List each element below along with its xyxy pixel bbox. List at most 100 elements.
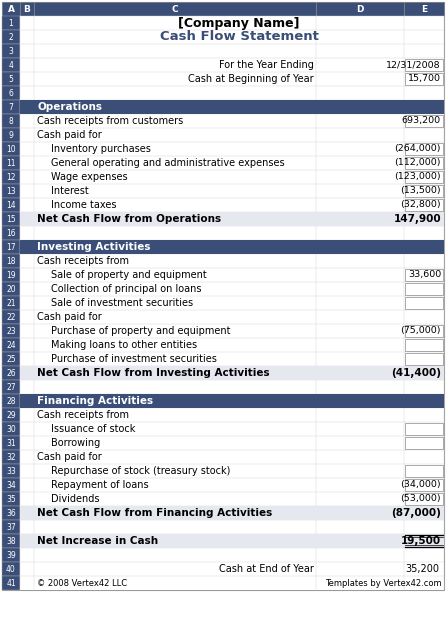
Text: 41: 41 — [6, 578, 16, 587]
Text: 37: 37 — [6, 523, 16, 531]
Bar — [2, 408, 20, 422]
Text: 8: 8 — [8, 116, 13, 125]
Text: Inventory purchases: Inventory purchases — [51, 144, 151, 154]
Bar — [2, 296, 20, 310]
Bar — [34, 2, 316, 16]
Bar — [20, 576, 444, 590]
Bar — [20, 282, 444, 296]
Text: Cash at Beginning of Year: Cash at Beginning of Year — [188, 74, 314, 84]
Bar — [405, 493, 443, 505]
Bar — [20, 338, 444, 352]
Text: (123,000): (123,000) — [394, 173, 441, 182]
Bar — [20, 394, 444, 408]
Text: 31: 31 — [6, 438, 16, 448]
Bar — [20, 128, 444, 142]
Text: Income taxes: Income taxes — [51, 200, 116, 210]
Bar — [2, 562, 20, 576]
Text: 33: 33 — [6, 466, 16, 476]
Text: Dividends: Dividends — [51, 494, 99, 504]
Bar — [20, 324, 444, 338]
Bar — [20, 506, 444, 520]
Bar — [20, 422, 444, 436]
Bar — [2, 534, 20, 548]
Bar — [405, 283, 443, 295]
Bar — [20, 394, 444, 408]
Text: Making loans to other entities: Making loans to other entities — [51, 340, 197, 350]
Bar — [405, 325, 443, 337]
Bar — [2, 72, 20, 86]
Text: Cash Flow Statement: Cash Flow Statement — [160, 31, 318, 43]
Bar — [20, 352, 444, 366]
Text: Investing Activities: Investing Activities — [37, 242, 150, 252]
Bar — [20, 58, 444, 72]
Text: General operating and administrative expenses: General operating and administrative exp… — [51, 158, 285, 168]
Text: Sale of investment securities: Sale of investment securities — [51, 298, 193, 308]
Text: Repurchase of stock (treasury stock): Repurchase of stock (treasury stock) — [51, 466, 231, 476]
Text: 39: 39 — [6, 550, 16, 560]
Text: 14: 14 — [6, 200, 16, 210]
Text: Issuance of stock: Issuance of stock — [51, 424, 136, 434]
Bar — [2, 436, 20, 450]
Bar — [20, 492, 444, 506]
Text: 6: 6 — [8, 88, 13, 98]
Bar — [20, 142, 444, 156]
Bar — [2, 114, 20, 128]
Text: 23: 23 — [6, 327, 16, 336]
Text: 20: 20 — [6, 284, 16, 294]
Text: 34: 34 — [6, 481, 16, 490]
Text: 19: 19 — [6, 270, 16, 279]
Text: 19,500: 19,500 — [401, 536, 441, 546]
Bar — [2, 30, 20, 44]
Bar — [20, 268, 444, 282]
Text: E: E — [421, 4, 427, 14]
Text: Net Cash Flow from Financing Activities: Net Cash Flow from Financing Activities — [37, 508, 272, 518]
Bar — [20, 100, 444, 114]
Text: 12: 12 — [6, 173, 16, 182]
Bar — [20, 2, 34, 16]
Bar — [2, 100, 20, 114]
Bar — [2, 184, 20, 198]
Text: (75,000): (75,000) — [401, 327, 441, 336]
Text: (34,000): (34,000) — [401, 481, 441, 490]
Text: Collection of principal on loans: Collection of principal on loans — [51, 284, 202, 294]
Bar — [20, 240, 444, 254]
Bar — [2, 198, 20, 212]
Bar — [2, 226, 20, 240]
Text: 24: 24 — [6, 341, 16, 349]
Text: 18: 18 — [6, 257, 16, 265]
Bar — [20, 30, 444, 44]
Bar — [20, 408, 444, 422]
Bar — [2, 576, 20, 590]
Bar — [2, 2, 20, 16]
Bar — [20, 548, 444, 562]
Bar — [2, 268, 20, 282]
Text: Net Increase in Cash: Net Increase in Cash — [37, 536, 158, 546]
Text: 15,700: 15,700 — [408, 74, 441, 83]
Text: Wage expenses: Wage expenses — [51, 172, 128, 182]
Text: (112,000): (112,000) — [395, 158, 441, 168]
Bar — [2, 338, 20, 352]
Bar — [20, 366, 444, 380]
Bar — [405, 479, 443, 491]
Bar — [2, 492, 20, 506]
Text: 38: 38 — [6, 536, 16, 545]
Text: 2: 2 — [8, 33, 13, 41]
Text: [Company Name]: [Company Name] — [178, 16, 300, 29]
Text: © 2008 Vertex42 LLC: © 2008 Vertex42 LLC — [37, 578, 127, 587]
Text: 1: 1 — [8, 19, 13, 28]
Text: A: A — [8, 4, 15, 14]
Text: 3: 3 — [8, 46, 13, 56]
Bar — [405, 73, 443, 85]
Bar — [2, 254, 20, 268]
Bar — [2, 478, 20, 492]
Bar — [20, 506, 444, 520]
Bar — [405, 115, 443, 127]
Bar — [405, 157, 443, 169]
Text: Cash paid for: Cash paid for — [37, 312, 102, 322]
Text: 35,200: 35,200 — [405, 564, 439, 574]
Text: 15: 15 — [6, 215, 16, 223]
Text: 27: 27 — [6, 382, 16, 391]
Bar — [2, 156, 20, 170]
Text: 10: 10 — [6, 145, 16, 153]
Text: 17: 17 — [6, 242, 16, 252]
